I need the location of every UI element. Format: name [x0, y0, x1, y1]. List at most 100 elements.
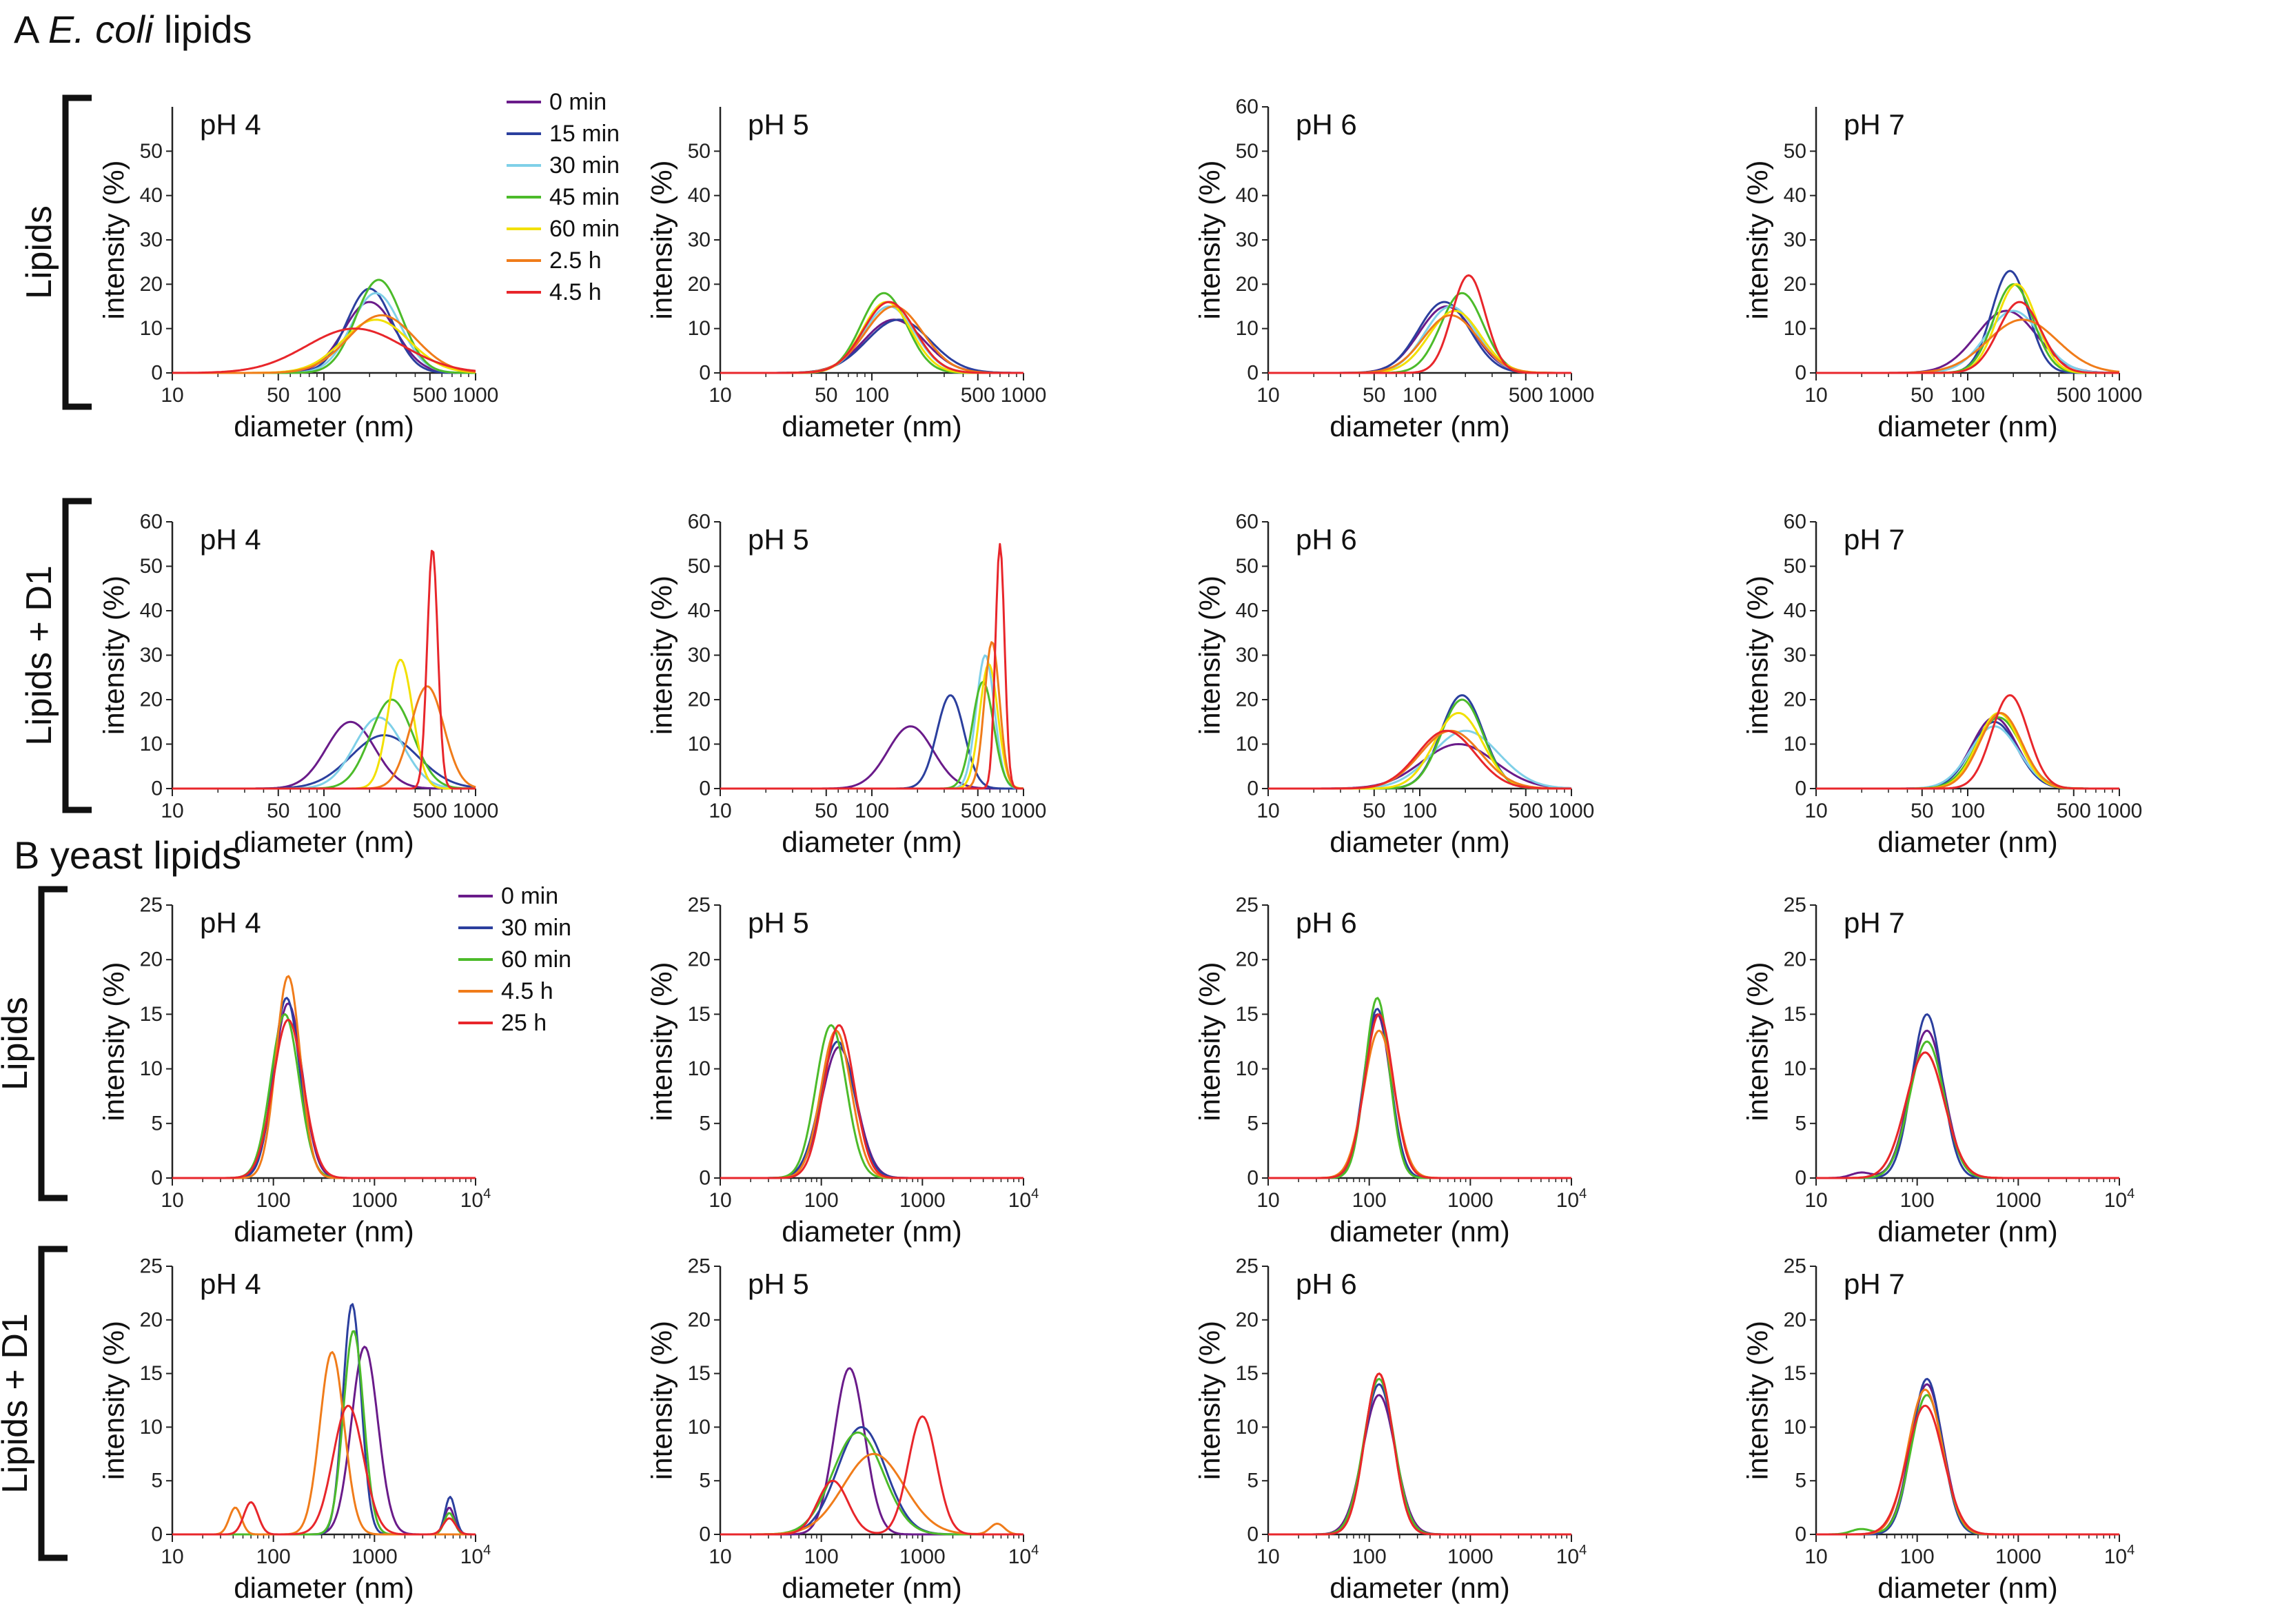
- y-tick-label: 25: [688, 1255, 711, 1278]
- y-tick-label: 40: [1236, 600, 1259, 622]
- y-tick-label: 25: [1236, 1255, 1259, 1278]
- series-line-60-min: [1816, 283, 2119, 374]
- series-line-25-h: [1816, 1051, 2119, 1179]
- x-axis-label: diameter (nm): [1330, 826, 1509, 858]
- y-tick-label: 50: [1784, 140, 1806, 163]
- y-tick-label: 40: [1784, 600, 1806, 622]
- series-line-45-h: [1816, 1051, 2119, 1179]
- x-tick-label: 100: [256, 1189, 291, 1212]
- x-axis-label: diameter (nm): [1877, 410, 2057, 443]
- panel-title: pH 6: [1296, 1268, 1357, 1300]
- y-tick-label: 10: [1784, 317, 1806, 340]
- y-tick-label: 0: [1795, 1523, 1806, 1546]
- x-tick-label: 50: [1363, 384, 1385, 407]
- series-line-25-h: [1816, 1404, 2119, 1536]
- series-line-60-min: [1268, 1377, 1571, 1536]
- y-tick-label: 0: [1795, 362, 1806, 385]
- y-tick-label: 10: [1236, 317, 1259, 340]
- y-tick-label: 10: [688, 1416, 711, 1439]
- legend-label: 4.5 h: [549, 279, 602, 305]
- chart-panel-B2-pH5: 0 5 10 15 20 25 10 100 1000 104 diameter (nm) inten…: [646, 1255, 1039, 1605]
- x-tick-label: 100: [307, 384, 341, 407]
- series-line-30-min: [720, 1040, 1023, 1179]
- section-letter: A: [14, 8, 48, 51]
- x-tick-label: 10: [1256, 800, 1279, 822]
- x-tick-label: 500: [2057, 800, 2091, 822]
- chart-panel-B1-pH4: 0 5 10 15 20 25 10 100 1000 104 diameter (nm) inten…: [98, 883, 572, 1248]
- y-tick-label: 20: [1236, 1308, 1259, 1331]
- x-tick-label: 1000: [1001, 800, 1047, 822]
- legend-label: 60 min: [549, 216, 620, 242]
- y-tick-label: 15: [688, 1362, 711, 1385]
- y-tick-label: 40: [1236, 184, 1259, 207]
- y-tick-label: 40: [140, 184, 163, 207]
- y-tick-label: 15: [1784, 1003, 1806, 1026]
- row-bracket-label: Lipids + D1: [19, 565, 59, 746]
- panel-title: pH 5: [748, 523, 809, 556]
- series-line-30-min: [1268, 1383, 1571, 1536]
- x-axis-label: diameter (nm): [234, 410, 414, 443]
- y-tick-label: 25: [1784, 894, 1806, 917]
- x-tick-label: 10: [161, 384, 183, 407]
- x-tick-label: 100: [804, 1545, 839, 1568]
- chart-panel-B2-pH7: 0 5 10 15 20 25 10 100 1000 104 diameter (nm) inten…: [1742, 1255, 2135, 1605]
- y-tick-label: 30: [1236, 644, 1259, 667]
- y-tick-label: 0: [1247, 1167, 1259, 1190]
- y-tick-label: 10: [1784, 1057, 1806, 1080]
- y-tick-label: 20: [140, 1308, 163, 1331]
- x-tick-label: 10: [1804, 1189, 1827, 1212]
- y-tick-label: 10: [1236, 733, 1259, 755]
- y-tick-label: 25: [140, 1255, 163, 1278]
- series-line-15-min: [1268, 694, 1571, 790]
- panel-title: pH 5: [748, 906, 809, 939]
- series-line-45-h: [1268, 1029, 1571, 1179]
- section-title: lipids: [153, 8, 252, 51]
- x-tick-label: 100: [1950, 800, 1985, 822]
- y-tick-label: 50: [1236, 140, 1259, 163]
- series-line-30-min: [1816, 725, 2119, 790]
- y-axis-label: intensity (%): [1742, 962, 1774, 1121]
- y-tick-label: 40: [1784, 184, 1806, 207]
- y-tick-label: 0: [1795, 1167, 1806, 1190]
- x-axis-label: diameter (nm): [1330, 1572, 1509, 1604]
- y-axis-label: intensity (%): [1742, 160, 1774, 319]
- y-tick-label: 50: [1784, 555, 1806, 578]
- x-tick-label: 100: [307, 800, 341, 822]
- series-line-25-h: [720, 1024, 1023, 1179]
- y-tick-label: 20: [140, 948, 163, 971]
- x-tick-label: 500: [1509, 800, 1543, 822]
- series-line-25-h: [720, 641, 1024, 790]
- series-line-30-min: [172, 997, 476, 1179]
- series-line-25-h: [1268, 1013, 1571, 1179]
- y-tick-label: 20: [1236, 689, 1259, 711]
- x-tick-label: 10: [709, 1189, 731, 1212]
- y-axis-label: intensity (%): [1194, 1321, 1226, 1480]
- y-tick-label: 10: [140, 733, 163, 755]
- x-tick-label: 500: [961, 800, 995, 822]
- x-axis-label: diameter (nm): [234, 826, 414, 858]
- x-axis-label: diameter (nm): [1877, 1572, 2057, 1604]
- y-axis-label: intensity (%): [1194, 160, 1226, 319]
- x-tick-label: 100: [1950, 384, 1985, 407]
- row-bracket: [38, 1246, 68, 1561]
- series-line-60-min: [1816, 1040, 2119, 1179]
- y-tick-label: 30: [688, 644, 711, 667]
- x-tick-label: 10: [709, 800, 731, 822]
- y-tick-label: 20: [140, 689, 163, 711]
- x-tick-label: 1000: [1001, 384, 1047, 407]
- y-tick-label: 60: [140, 511, 163, 534]
- x-tick-label: 1000: [1549, 384, 1595, 407]
- series-line-45-h: [172, 327, 476, 374]
- series-line-30-min: [1816, 1377, 2119, 1536]
- y-tick-label: 60: [1784, 511, 1806, 534]
- x-tick-label: 100: [1352, 1545, 1387, 1568]
- series-line-45-h: [1816, 301, 2119, 374]
- series-line-60-min: [720, 663, 1024, 790]
- x-tick-label: 100: [1900, 1545, 1935, 1568]
- y-tick-label: 0: [699, 778, 711, 800]
- x-tick-label: 50: [1911, 384, 1933, 407]
- y-tick-label: 20: [688, 948, 711, 971]
